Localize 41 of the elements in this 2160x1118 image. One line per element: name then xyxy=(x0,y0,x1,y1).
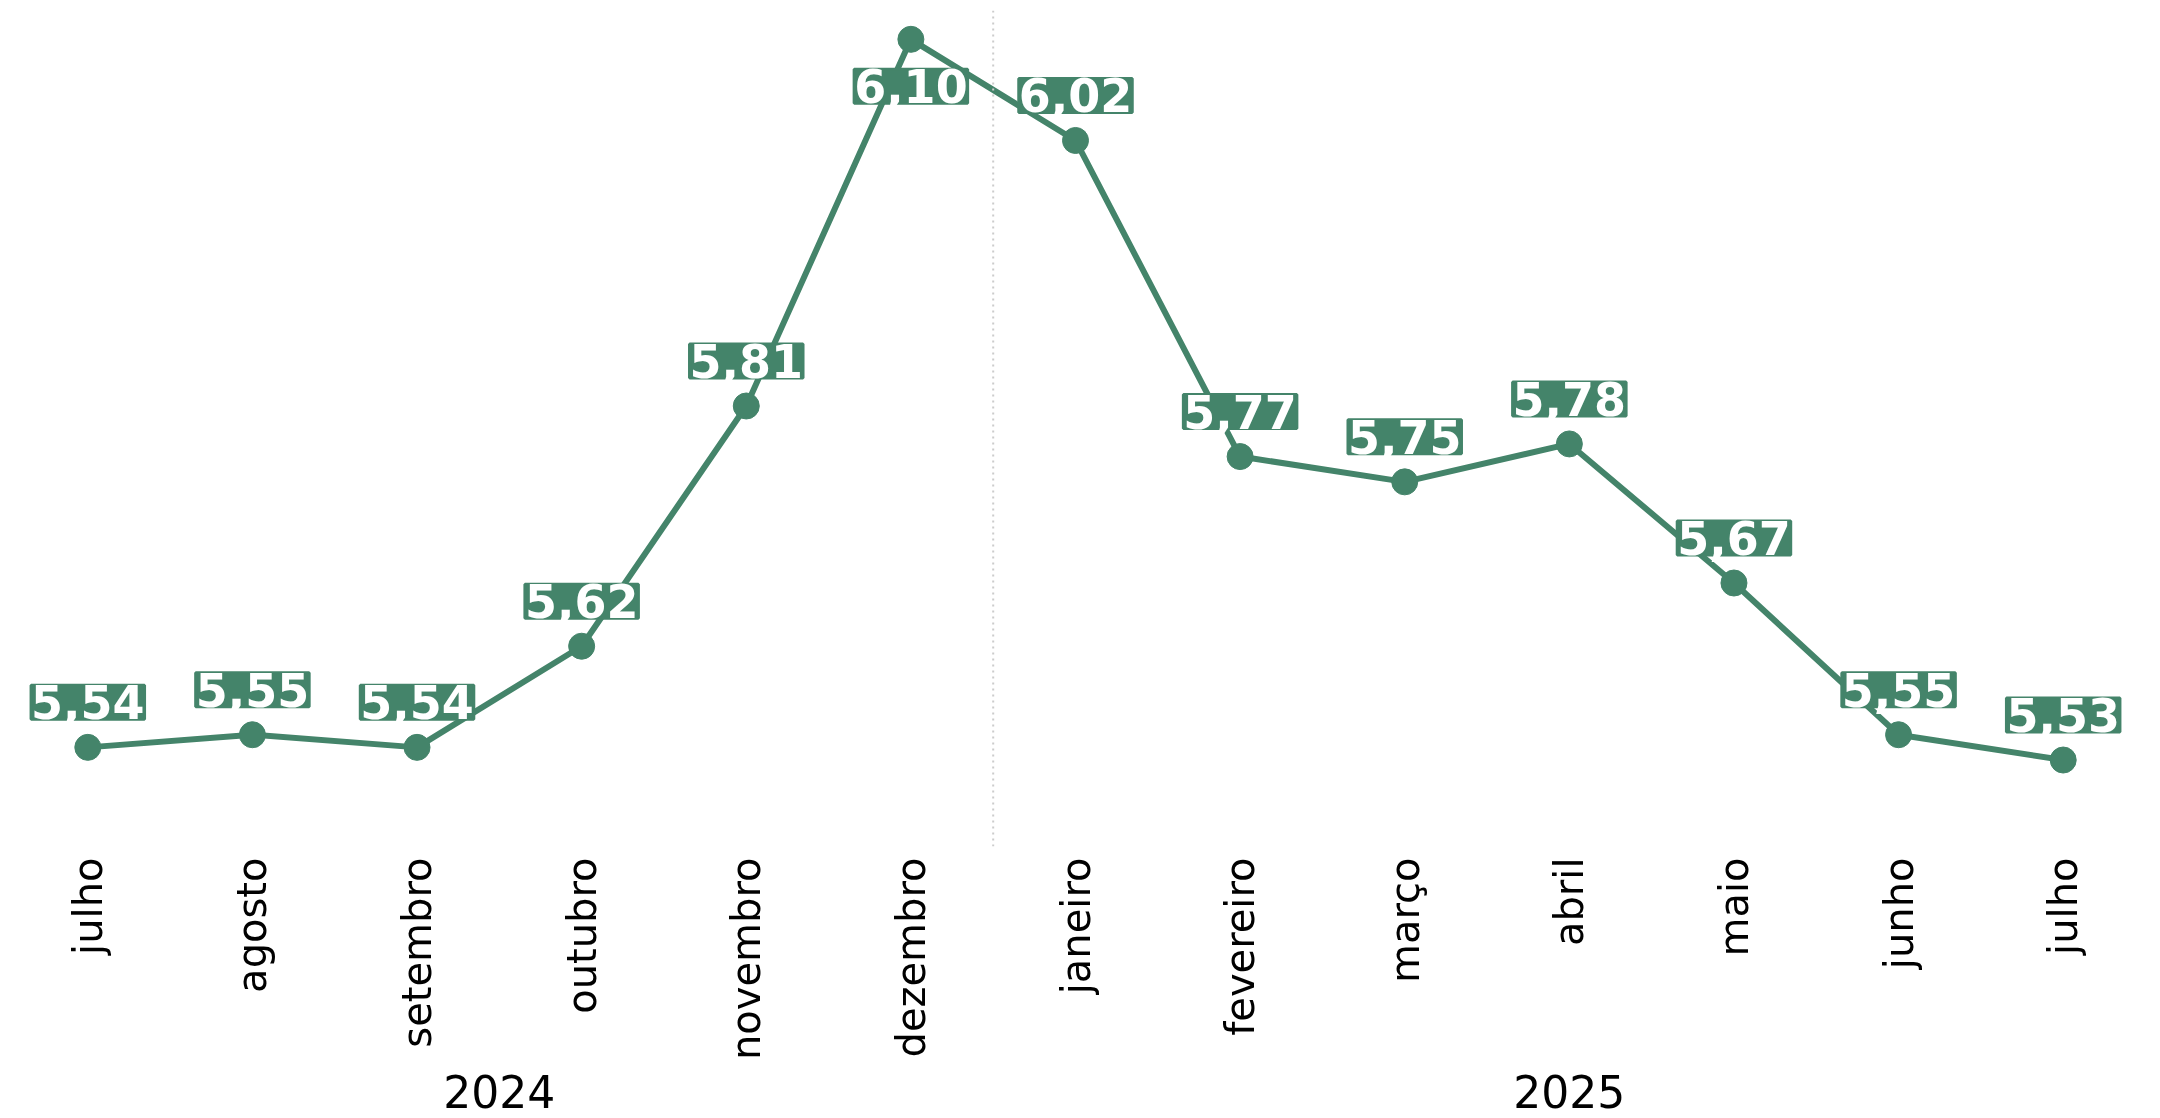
data-label: 5,55 xyxy=(1841,663,1956,718)
data-label: 5,75 xyxy=(1347,410,1462,465)
point xyxy=(568,632,596,660)
data-label: 6,02 xyxy=(1018,69,1133,124)
data-label: 5,78 xyxy=(1512,372,1627,427)
data-label: 5,53 xyxy=(2006,689,2120,744)
point xyxy=(1062,127,1089,154)
x-tick-label: setembro xyxy=(394,857,441,1048)
point xyxy=(897,25,925,53)
x-tick-label: dezembro xyxy=(887,857,934,1058)
point xyxy=(74,733,102,761)
data-label: 5,67 xyxy=(1677,512,1791,567)
data-label: 5,81 xyxy=(689,334,804,389)
x-tick-label: outubro xyxy=(558,857,605,1014)
point xyxy=(403,733,431,761)
data-label: 5,62 xyxy=(524,575,639,630)
data-label: 5,55 xyxy=(195,663,310,718)
point xyxy=(238,721,266,749)
text: 2025 xyxy=(1513,1066,1626,1118)
data-label: 5,54 xyxy=(360,676,474,731)
point xyxy=(1391,468,1419,496)
x-tick-label: março xyxy=(1381,857,1428,984)
x-tick-label: fevereiro xyxy=(1217,857,1264,1036)
point xyxy=(2049,746,2077,774)
x-tick-label: maio xyxy=(1710,857,1757,957)
x-tick-label: agosto xyxy=(229,857,276,993)
x-tick-label: abril xyxy=(1546,857,1593,947)
x-tick-label: julho xyxy=(2040,857,2087,956)
point xyxy=(1555,430,1583,458)
data-label: 6,10 xyxy=(854,60,968,115)
text: 2024 xyxy=(443,1066,556,1118)
data-label: 5,54 xyxy=(31,676,145,731)
x-tick-label: junho xyxy=(1875,857,1922,971)
data-label: 5,77 xyxy=(1183,385,1297,440)
x-tick-label: julho xyxy=(64,857,111,956)
point xyxy=(732,392,760,420)
x-tick-label: janeiro xyxy=(1052,857,1099,996)
point xyxy=(1885,721,1913,749)
point xyxy=(1720,569,1748,597)
point xyxy=(1226,443,1254,471)
x-tick-label: novembro xyxy=(723,857,770,1060)
